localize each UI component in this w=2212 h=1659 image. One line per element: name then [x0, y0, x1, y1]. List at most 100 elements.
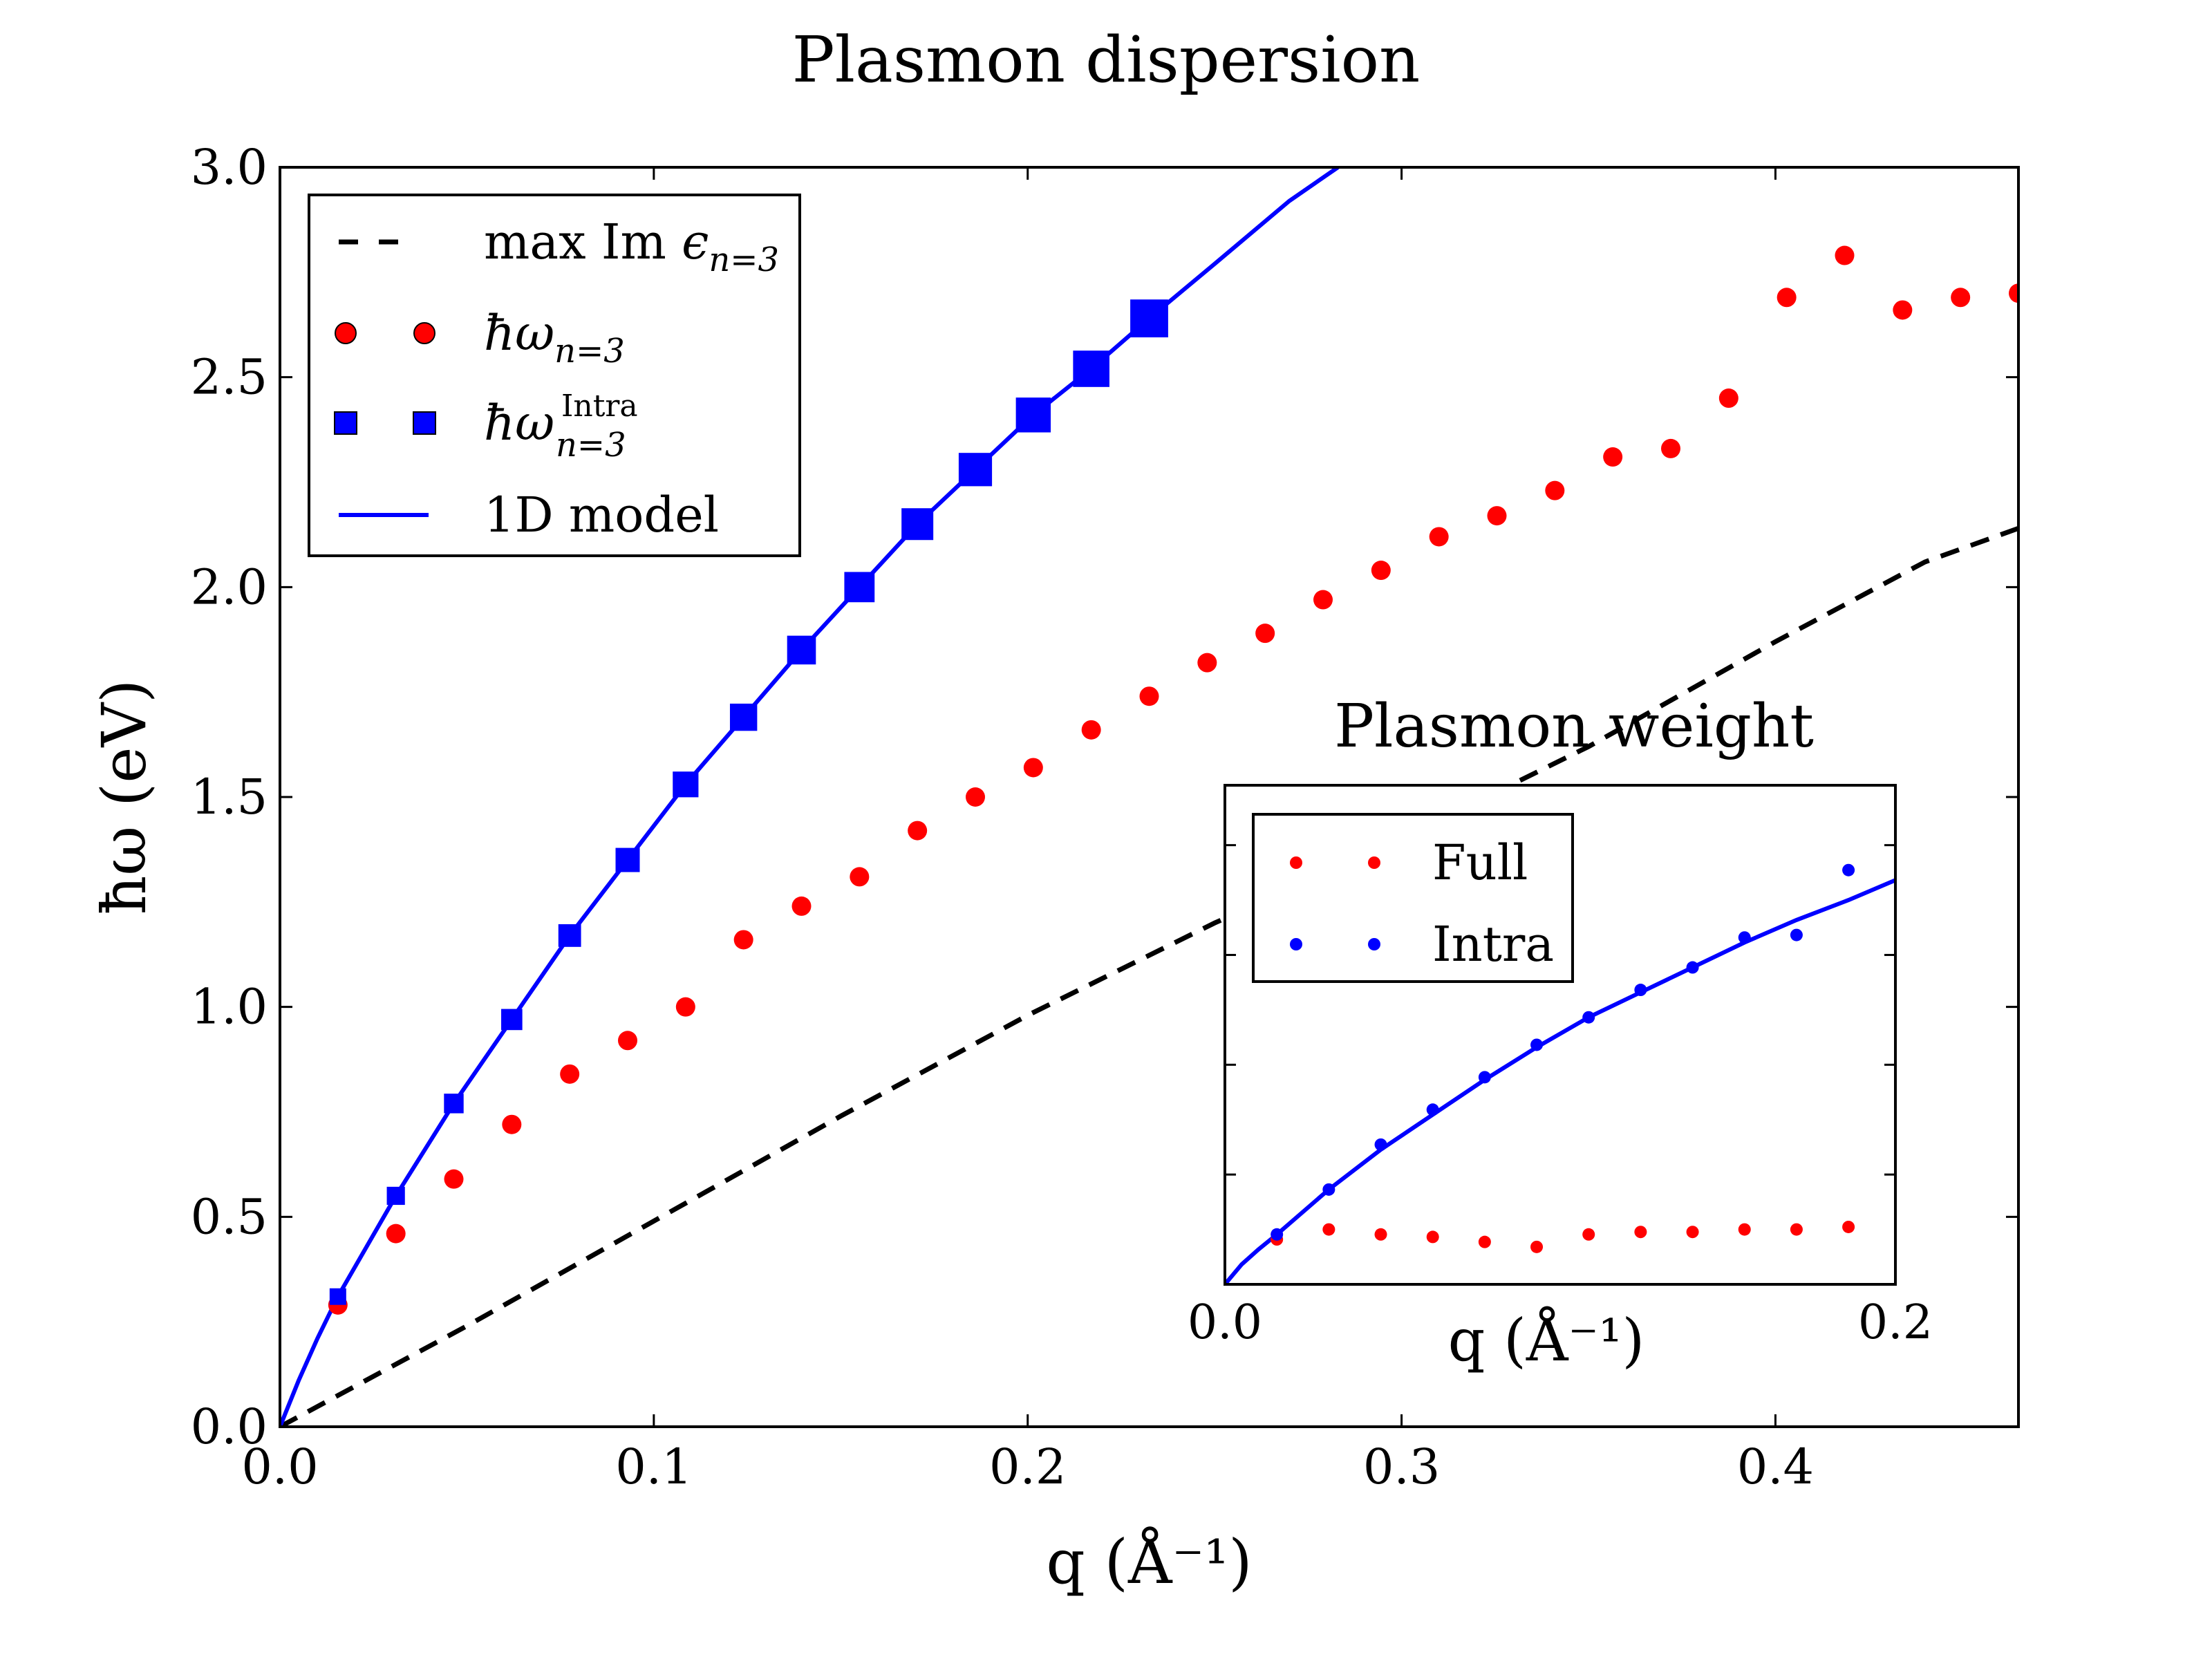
point-hw-n3 [1777, 288, 1797, 308]
point-hw-n3 [618, 1031, 637, 1051]
main-legend-box [308, 194, 801, 557]
point-hw-intra [1015, 397, 1051, 433]
inset-point-full [1842, 1220, 1855, 1233]
point-hw-n3 [1835, 245, 1855, 265]
inset-point-intra [1842, 863, 1855, 877]
x-tick-label: 0.4 [1737, 1438, 1814, 1495]
inset-legend-label: Full [1432, 834, 1528, 891]
inset-point-full [1582, 1228, 1595, 1241]
y-tick-label: 0.5 [191, 1188, 268, 1245]
inset-legend-marker [1368, 856, 1380, 869]
point-hw-n3 [1487, 506, 1507, 526]
y-tick-label: 1.5 [191, 769, 268, 825]
legend-label: 1D model [484, 487, 719, 543]
point-hw-n3 [444, 1169, 464, 1189]
legend-circle-marker [335, 322, 357, 344]
inset-point-intra [1582, 1011, 1595, 1024]
inset-legend-box [1252, 813, 1574, 983]
point-hw-n3 [1197, 653, 1217, 673]
point-hw-intra [444, 1094, 464, 1114]
point-hw-intra [501, 1009, 523, 1031]
inset-legend-marker [1290, 938, 1302, 950]
inset-legend: Full Intra [1252, 813, 1574, 983]
point-hw-n3 [1023, 758, 1043, 778]
point-hw-n3 [1545, 480, 1565, 500]
point-hw-n3 [1255, 624, 1275, 644]
inset-plot: Plasmon weight 0.0 0.2 q (Å⁻¹) Full Intra [1188, 692, 1933, 1374]
point-hw-n3 [1081, 720, 1101, 740]
y-tick-label: 2.0 [191, 559, 268, 615]
point-hw-intra [673, 771, 699, 798]
point-hw-n3 [966, 787, 985, 807]
legend-square-marker [413, 411, 436, 435]
inset-x-tick-label: 0.2 [1858, 1295, 1933, 1350]
point-hw-n3 [850, 867, 870, 887]
inset-point-full [1478, 1235, 1491, 1248]
point-hw-n3 [2009, 283, 2018, 303]
legend-label: ħωn=3 [484, 305, 625, 371]
point-hw-intra [787, 635, 816, 665]
point-hw-n3 [1429, 527, 1449, 547]
main-plot-area [280, 167, 2018, 1427]
point-hw-n3 [733, 930, 753, 950]
main-plot: 0.0 0.1 0.2 0.3 0.4 0.0 0.5 1.0 1.5 2.0 2.5 3.0 q (Å… [88, 139, 2020, 1597]
point-hw-n3 [386, 1224, 406, 1244]
point-hw-intra [558, 924, 581, 947]
inset-point-full [1790, 1223, 1803, 1236]
inset-point-intra [1634, 984, 1647, 997]
inset-frame [1224, 784, 1897, 1286]
inset-point-full [1634, 1226, 1647, 1239]
inset-point-intra [1478, 1071, 1491, 1084]
inset-x-tick-label: 0.0 [1188, 1295, 1262, 1350]
inset-model-line [1225, 878, 1895, 1284]
point-hw-n3 [675, 997, 695, 1017]
x-tick-label: 0.3 [1363, 1438, 1440, 1495]
inset-point-intra [1322, 1183, 1335, 1196]
inset-x-axis-label: q (Å⁻¹) [1448, 1306, 1645, 1374]
inset-legend-label: Intra [1432, 916, 1554, 973]
inset-plot-area [1225, 863, 1895, 1284]
point-hw-n3 [1313, 590, 1333, 610]
point-hw-n3 [560, 1064, 580, 1084]
point-hw-n3 [1718, 388, 1738, 409]
point-hw-n3 [1661, 438, 1680, 458]
y-tick-label: 1.0 [191, 979, 268, 1035]
point-hw-n3 [1139, 686, 1159, 706]
point-hw-n3 [1603, 447, 1623, 467]
point-hw-intra [844, 572, 875, 603]
inset-legend-marker [1290, 856, 1302, 869]
point-hw-intra [901, 508, 934, 541]
legend-label: ħω [484, 395, 554, 451]
legend-label-sup: Intra [561, 388, 638, 424]
point-hw-n3 [791, 896, 812, 916]
point-hw-intra [729, 703, 758, 731]
point-hw-intra [615, 847, 640, 872]
x-axis-label: q (Å⁻¹) [1046, 1526, 1252, 1597]
inset-point-intra [1426, 1103, 1439, 1116]
inset-title: Plasmon weight [1334, 692, 1814, 761]
inset-point-full [1374, 1228, 1387, 1241]
inset-point-intra [1790, 928, 1803, 941]
inset-point-intra [1271, 1228, 1284, 1241]
y-tick-label: 3.0 [191, 139, 268, 196]
point-hw-n3 [1951, 288, 1971, 308]
legend-label: max Im ϵn=3 [484, 214, 779, 279]
point-hw-n3 [502, 1114, 522, 1134]
point-hw-n3 [908, 821, 928, 841]
point-hw-intra [1130, 299, 1168, 338]
chart-title: Plasmon dispersion [792, 23, 1421, 97]
inset-point-intra [1686, 961, 1699, 974]
point-hw-intra [1073, 350, 1109, 387]
inset-legend-marker [1368, 938, 1380, 950]
series-max-im-epsilon-line [280, 526, 2018, 1427]
legend-label-sub: n=3 [556, 426, 626, 465]
point-hw-n3 [1371, 561, 1391, 581]
inset-point-intra [1530, 1038, 1544, 1051]
point-hw-intra [386, 1186, 405, 1206]
y-tick-label: 2.5 [191, 349, 268, 406]
point-hw-n3 [1893, 300, 1913, 320]
inset-point-full [1322, 1223, 1335, 1236]
inset-point-full [1686, 1226, 1699, 1239]
